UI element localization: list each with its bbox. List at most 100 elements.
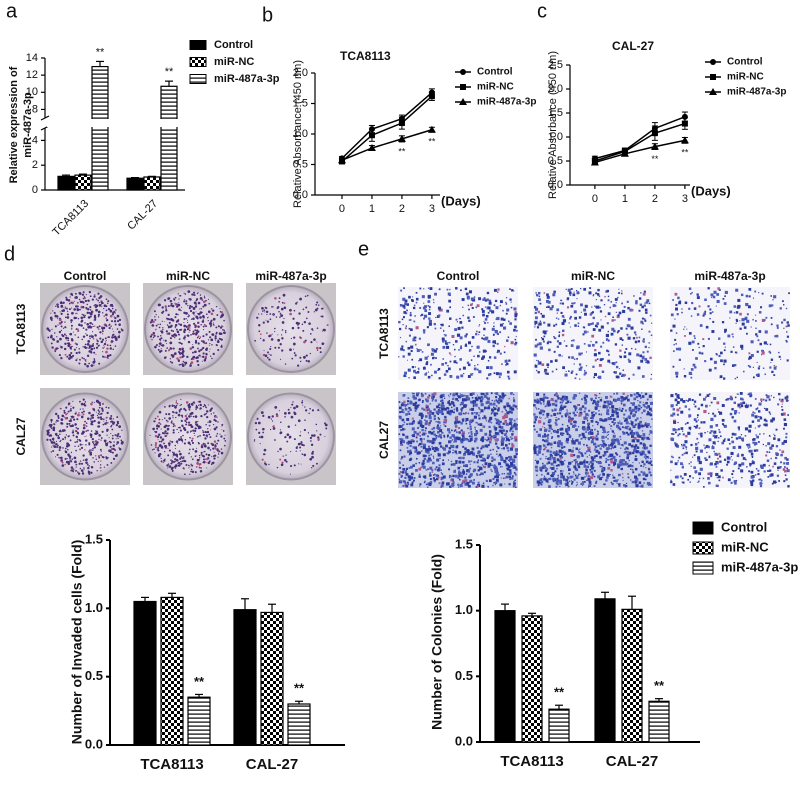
cell: [553, 465, 554, 466]
colony: [195, 450, 198, 453]
cell: [442, 399, 444, 401]
cell: [458, 470, 460, 472]
colony: [98, 363, 100, 365]
cell: [506, 463, 509, 466]
colony: [215, 340, 216, 341]
colony: [60, 408, 61, 409]
colony: [66, 335, 67, 336]
cell: [402, 428, 404, 430]
cell: [421, 443, 423, 445]
cell: [783, 304, 784, 305]
cell: [423, 303, 424, 304]
cell: [674, 339, 676, 341]
cell: [401, 456, 403, 458]
cell: [421, 462, 424, 465]
colony: [181, 425, 183, 427]
legend-label: miR-487a-3p: [727, 87, 786, 98]
colony: [318, 304, 320, 306]
cell: [416, 458, 418, 460]
cell: [406, 423, 408, 425]
colony: [50, 425, 52, 427]
colony: [99, 331, 101, 333]
cell: [426, 405, 428, 407]
colony: [172, 467, 174, 469]
colony: [199, 338, 200, 339]
y-tick-label: 1.0: [548, 131, 563, 143]
colony: [105, 313, 108, 316]
colony: [183, 365, 184, 366]
colony: [80, 443, 82, 445]
cell: [651, 323, 652, 324]
cell: [732, 336, 734, 338]
cell: [714, 367, 716, 369]
colony: [192, 448, 194, 450]
cell: [646, 406, 648, 408]
colony: [189, 305, 191, 307]
colony: [106, 318, 107, 319]
colony: [111, 420, 113, 422]
cell: [585, 469, 587, 471]
cell: [468, 483, 469, 484]
colony: [82, 306, 84, 308]
cell: [409, 319, 410, 320]
cell: [540, 418, 541, 419]
cell: [402, 444, 403, 445]
colony: [47, 337, 49, 339]
colony: [169, 406, 171, 408]
colony: [221, 426, 222, 427]
colony: [77, 305, 79, 307]
colony: [221, 313, 223, 315]
colony: [180, 461, 181, 462]
colony: [262, 459, 264, 461]
cell: [627, 307, 629, 309]
colony: [105, 341, 106, 342]
cell: [771, 359, 773, 361]
cell: [448, 431, 450, 433]
cell: [538, 360, 539, 361]
colony: [84, 405, 86, 407]
colony: [66, 423, 68, 425]
colony: [115, 455, 117, 457]
cell: [419, 431, 421, 433]
cell: [446, 370, 449, 373]
cell: [694, 307, 697, 310]
colony: [215, 338, 216, 339]
colony: [70, 302, 72, 304]
colony: [118, 331, 121, 334]
cell: [432, 462, 435, 465]
cell: [479, 456, 481, 458]
colony: [300, 431, 301, 432]
cell: [507, 371, 510, 374]
colony: [265, 354, 268, 357]
cell: [483, 350, 486, 353]
colony: [67, 337, 69, 339]
cell: [462, 307, 463, 308]
cell: [435, 399, 437, 401]
colony: [71, 307, 72, 308]
cell: [772, 299, 773, 300]
cell: [598, 376, 601, 379]
cell: [432, 393, 434, 395]
cell: [547, 373, 549, 375]
cell: [469, 290, 472, 293]
cell: [544, 292, 545, 293]
cell: [782, 300, 784, 302]
cell: [468, 320, 470, 322]
colony: [86, 425, 88, 427]
cell: [449, 403, 452, 406]
colony: [193, 313, 194, 314]
cell: [577, 291, 580, 294]
colony: [161, 460, 163, 462]
cell: [536, 294, 538, 296]
cell: [477, 304, 480, 307]
colony: [305, 409, 307, 411]
cell: [567, 306, 569, 308]
cell: [622, 477, 623, 478]
colony: [162, 329, 163, 330]
cell: [509, 457, 511, 459]
cell: [511, 302, 512, 303]
cell: [614, 459, 617, 462]
colony: [198, 302, 201, 305]
cell: [482, 314, 485, 317]
colony: [281, 337, 283, 339]
